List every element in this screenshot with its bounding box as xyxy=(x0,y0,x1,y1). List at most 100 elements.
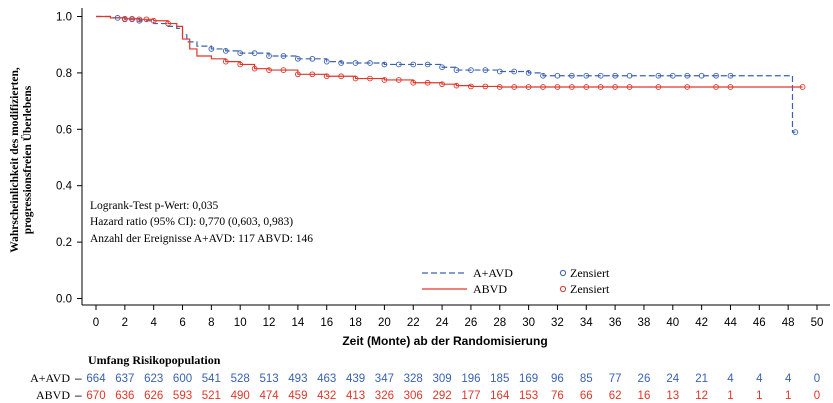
x-tick-label: 32 xyxy=(551,317,564,329)
risk-value: 153 xyxy=(519,390,538,402)
censor-point-abvd xyxy=(511,84,518,90)
censor-point-abvd xyxy=(309,71,316,78)
censor-point-abvd xyxy=(583,84,590,90)
risk-value: 513 xyxy=(259,373,278,385)
censor-point-aavd xyxy=(569,72,575,79)
risk-value: 306 xyxy=(404,390,423,402)
censor-point-abvd xyxy=(612,84,618,90)
censor-point-aavd xyxy=(381,61,388,68)
censor-point-aavd xyxy=(309,55,316,62)
risk-value: 66 xyxy=(580,390,593,402)
risk-value: 12 xyxy=(695,390,708,402)
risk-row-label-aavd: A+AVD xyxy=(30,371,70,385)
risk-value: 664 xyxy=(86,373,106,385)
y-tick-label: 0.6 xyxy=(56,124,72,136)
logrank-text: Logrank-Test p-Wert: 0,035 xyxy=(90,200,218,212)
y-ticks: 0.0 0.2 0.4 0.6 0.8 1.0 xyxy=(56,12,82,306)
censor-point-abvd xyxy=(496,84,503,90)
risk-value: 541 xyxy=(202,373,221,385)
censor-point-abvd xyxy=(468,83,474,90)
risk-value: 0 xyxy=(814,373,820,385)
x-tick-label: 14 xyxy=(291,317,304,329)
censor-point-aavd xyxy=(727,72,734,79)
risk-value: 347 xyxy=(375,373,394,385)
censor-point-aavd xyxy=(482,67,489,73)
risk-value: 600 xyxy=(173,373,192,385)
x-tick-label: 36 xyxy=(609,317,622,329)
risk-value: 593 xyxy=(173,390,192,402)
risk-value: 21 xyxy=(695,373,708,385)
censor-point-abvd xyxy=(713,84,719,90)
censor-point-abvd xyxy=(424,79,431,86)
x-tick-label: 38 xyxy=(638,317,651,329)
x-tick-label: 6 xyxy=(179,317,185,329)
risk-table-values: 664 637 623 600 541 528 513 493 463 439 347 328 309 1… xyxy=(86,373,820,402)
x-tick-label: 0 xyxy=(93,317,99,329)
x-tick-label: 10 xyxy=(234,317,247,329)
risk-value: 309 xyxy=(432,373,451,385)
hazard-ratio-text: Hazard ratio (95% CI): 0,770 (0,603, 0,9… xyxy=(90,216,293,228)
y-tick-label: 0.8 xyxy=(56,68,72,80)
censor-point-aavd xyxy=(669,72,676,79)
risk-value: 96 xyxy=(551,373,564,385)
risk-value: 528 xyxy=(231,373,250,385)
censor-point-abvd xyxy=(525,84,532,90)
x-tick-label: 22 xyxy=(407,317,420,329)
x-tick-label: 48 xyxy=(782,317,795,329)
risk-value: 177 xyxy=(461,390,480,402)
censor-point-aavd xyxy=(713,72,719,79)
risk-value: 1 xyxy=(785,390,791,402)
censor-point-abvd xyxy=(295,71,301,78)
censor-point-abvd xyxy=(569,84,575,90)
censor-point-aavd xyxy=(266,53,272,59)
censor-point-aavd xyxy=(439,64,445,71)
censor-point-aavd xyxy=(338,60,344,66)
censor-point-aavd xyxy=(792,129,799,135)
y-axis-label-line-2: progressionsfreien Überlebens xyxy=(20,85,34,234)
censor-point-aavd xyxy=(280,53,287,59)
censor-marks xyxy=(114,15,806,135)
censor-point-abvd xyxy=(655,84,662,90)
risk-value: 1 xyxy=(727,390,733,402)
risk-value: 62 xyxy=(609,390,622,402)
risk-table-title: Umfang Risikopopulation xyxy=(88,353,221,367)
risk-row-dash-abvd: – xyxy=(75,388,82,402)
censor-point-aavd xyxy=(496,68,503,75)
censor-point-abvd xyxy=(251,65,258,72)
risk-value: 626 xyxy=(144,390,163,402)
x-tick-label: 24 xyxy=(436,317,449,329)
censor-point-abvd xyxy=(727,84,734,90)
risk-value: 521 xyxy=(202,390,221,402)
x-tick-label: 26 xyxy=(465,317,478,329)
censor-point-aavd xyxy=(208,46,215,52)
censor-point-aavd xyxy=(554,72,561,79)
risk-value: 463 xyxy=(317,373,336,385)
censor-point-aavd xyxy=(222,48,229,54)
censor-point-aavd xyxy=(424,61,431,68)
censor-point-abvd xyxy=(597,84,604,90)
risk-value: 4 xyxy=(756,373,763,385)
censor-point-aavd xyxy=(655,72,662,79)
risk-value: 0 xyxy=(814,390,820,402)
legend-label-aavd: A+AVD xyxy=(473,266,513,280)
censor-point-aavd xyxy=(352,60,359,66)
risk-value: 196 xyxy=(461,373,480,385)
risk-value: 16 xyxy=(638,390,651,402)
censor-point-aavd xyxy=(410,61,417,68)
risk-row-label-abvd: ABVD xyxy=(36,388,70,402)
risk-value: 493 xyxy=(288,373,307,385)
x-tick-label: 28 xyxy=(493,317,506,329)
censor-point-abvd xyxy=(439,81,445,88)
risk-value: 623 xyxy=(144,373,163,385)
risk-value: 164 xyxy=(490,390,510,402)
x-tick-label: 46 xyxy=(753,317,766,329)
censor-point-abvd xyxy=(143,16,150,23)
risk-value: 326 xyxy=(375,390,394,402)
censor-point-abvd xyxy=(410,79,417,86)
censor-point-aavd xyxy=(525,70,532,76)
x-tick-label: 30 xyxy=(522,317,535,329)
censor-point-aavd xyxy=(468,67,474,73)
censor-point-abvd xyxy=(626,84,633,90)
y-tick-label: 1.0 xyxy=(56,12,72,24)
